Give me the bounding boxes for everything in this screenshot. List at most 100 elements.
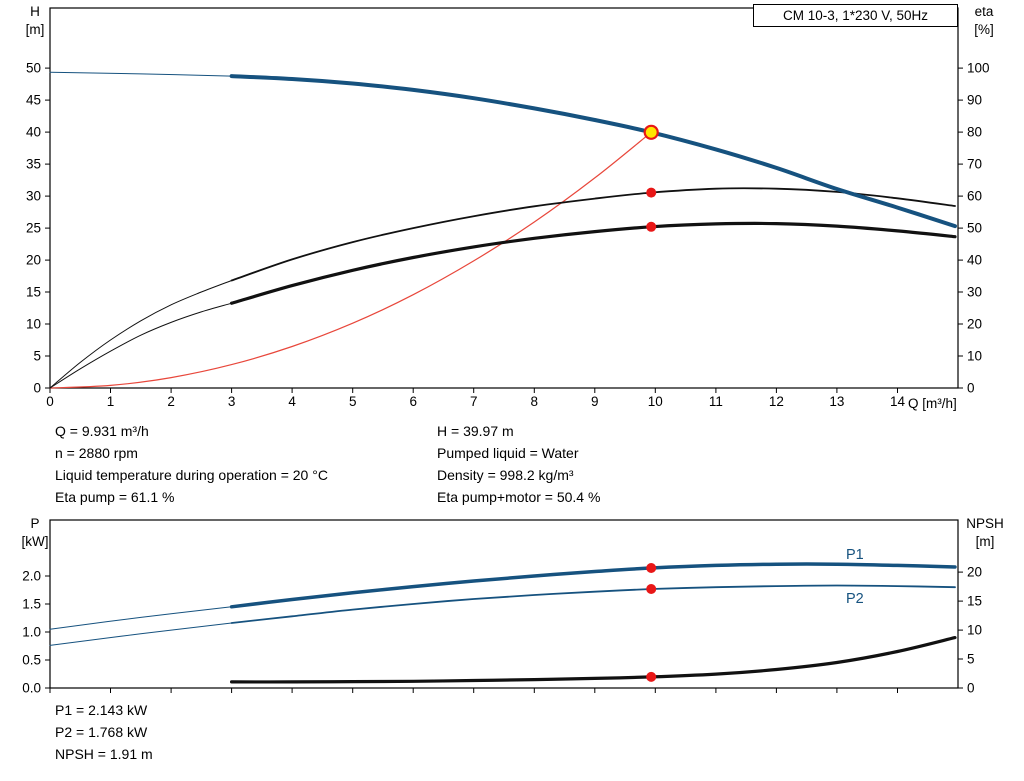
y-right-tick-label: 0 (967, 381, 975, 396)
h-axis-title-line2: [m] (25, 22, 45, 37)
x-tick-label: 14 (890, 394, 906, 409)
eta-axis-title-line1: eta (974, 4, 994, 19)
duty-point-marker (643, 124, 659, 140)
curve-eta-pump (230, 187, 956, 282)
curve-p2 (230, 584, 956, 624)
power-info: P1 = 2.143 kW P2 = 1.768 kW NPSH = 1.91 … (55, 699, 153, 765)
info-head: H = 39.97 m (437, 423, 514, 439)
eta-axis-title-line2: [%] (974, 22, 994, 37)
y-left-tick-label: 45 (26, 93, 41, 108)
info-liquid-temp: Liquid temperature during operation = 20… (55, 467, 328, 483)
y-left-tick-label: 15 (26, 285, 41, 300)
info-speed: n = 2880 rpm (55, 445, 138, 461)
eta-axis-title: eta [%] (960, 3, 1008, 39)
curve-system-curve (49, 131, 652, 389)
y-left-tick-label: 20 (26, 253, 41, 268)
operating-point-dot (646, 584, 657, 594)
curve-p1-low-flow (49, 606, 233, 630)
y-right-tick-label: 80 (967, 125, 982, 140)
operating-point-dot (646, 221, 657, 232)
info-density: Density = 998.2 kg/m³ (437, 467, 574, 483)
x-tick-label: 4 (288, 394, 296, 409)
y-right-tick-label: 60 (967, 189, 982, 204)
y-right-tick-label: 10 (967, 623, 982, 638)
x-tick-label: 7 (470, 394, 478, 409)
duty-info-right: H = 39.97 m Pumped liquid = Water Densit… (437, 420, 600, 508)
y-right-tick-label: 0 (967, 681, 975, 696)
operating-point-dot (646, 671, 657, 682)
x-tick-label: 8 (531, 394, 539, 409)
y-right-tick-label: 15 (967, 594, 982, 609)
y-right-tick-label: 40 (967, 253, 982, 268)
x-tick-label: 2 (167, 394, 175, 409)
info-p2: P2 = 1.768 kW (55, 724, 148, 740)
y-left-tick-label: 50 (26, 61, 41, 76)
y-right-tick-label: 5 (967, 652, 975, 667)
x-tick-label: 6 (409, 394, 417, 409)
y-left-tick-label: 0.0 (22, 681, 41, 696)
y-right-tick-label: 30 (967, 285, 982, 300)
hq-eta-chart: 0 1 2 3 4 5 6 7 8 9 10 11 12 13 1405101520253035404550… (26, 7, 990, 409)
y-left-tick-label: 30 (26, 189, 41, 204)
npsh-axis-title-line2: [m] (975, 534, 995, 549)
operating-point-dot (646, 187, 657, 198)
pump-model-box: CM 10-3, 1*230 V, 50Hz (753, 4, 958, 27)
p-axis-title-line2: [kW] (21, 534, 49, 549)
x-tick-label: 3 (228, 394, 236, 409)
y-right-tick-label: 100 (967, 61, 990, 76)
info-npsh: NPSH = 1.91 m (55, 746, 153, 762)
curve-p1 (229, 562, 957, 609)
y-left-tick-label: 35 (26, 157, 41, 172)
p-axis-title-line1: P (30, 516, 40, 531)
y-left-tick-label: 5 (33, 349, 41, 364)
curve-h-curve (229, 74, 957, 229)
y-right-tick-label: 90 (967, 93, 982, 108)
y-left-tick-label: 2.0 (22, 569, 41, 584)
x-tick-label: 9 (591, 394, 599, 409)
y-right-tick-label: 10 (967, 349, 982, 364)
h-axis-title: H [m] (12, 3, 58, 39)
y-left-tick-label: 1.5 (22, 597, 41, 612)
info-pumped-liquid: Pumped liquid = Water (437, 445, 579, 461)
x-tick-label: 0 (46, 394, 54, 409)
duty-info-left: Q = 9.931 m³/h n = 2880 rpm Liquid tempe… (55, 420, 328, 508)
npsh-axis-title: NPSH [m] (954, 515, 1016, 551)
y-left-tick-label: 0.5 (22, 653, 41, 668)
operating-point-dot (646, 563, 657, 573)
npsh-axis-title-line1: NPSH (966, 516, 1004, 531)
y-right-tick-label: 70 (967, 157, 982, 172)
plot-border (49, 7, 959, 389)
curve-eta-pump-low-flow (49, 280, 233, 389)
info-eta-pump: Eta pump = 61.1 % (55, 489, 175, 505)
curve-label-p2: P2 (846, 591, 864, 607)
info-eta-pump-motor: Eta pump+motor = 50.4 % (437, 489, 601, 505)
curve-p2-low-flow (49, 622, 233, 646)
y-left-tick-label: 1.0 (22, 625, 41, 640)
y-right-tick-label: 20 (967, 317, 982, 332)
x-tick-label: 1 (107, 394, 115, 409)
info-flow: Q = 9.931 m³/h (55, 423, 149, 439)
y-left-tick-label: 10 (26, 317, 41, 332)
h-axis-title-line1: H (30, 4, 40, 19)
curve-h-curve-extrapolated (49, 71, 233, 77)
pump-model-label: CM 10-3, 1*230 V, 50Hz (782, 8, 929, 23)
x-tick-label: 11 (709, 394, 723, 409)
x-tick-label: 10 (648, 394, 663, 409)
curve-eta-pump-motor-low-flow (49, 302, 233, 389)
y-right-tick-label: 20 (967, 565, 982, 580)
info-p1: P1 = 2.143 kW (55, 702, 148, 718)
x-tick-label: 13 (829, 394, 844, 409)
curve-eta-pump-motor (230, 221, 957, 305)
x-tick-label: 12 (769, 394, 784, 409)
y-left-tick-label: 40 (26, 125, 41, 140)
y-left-tick-label: 25 (26, 221, 41, 236)
x-tick-label: 5 (349, 394, 357, 409)
curve-label-p1: P1 (846, 547, 864, 563)
plot-border (49, 519, 959, 689)
y-right-tick-label: 50 (967, 221, 982, 236)
p-axis-title: P [kW] (12, 515, 58, 551)
q-axis-title: Q [m³/h] (908, 396, 957, 411)
curve-npsh (230, 636, 957, 684)
y-left-tick-label: 0 (33, 381, 41, 396)
